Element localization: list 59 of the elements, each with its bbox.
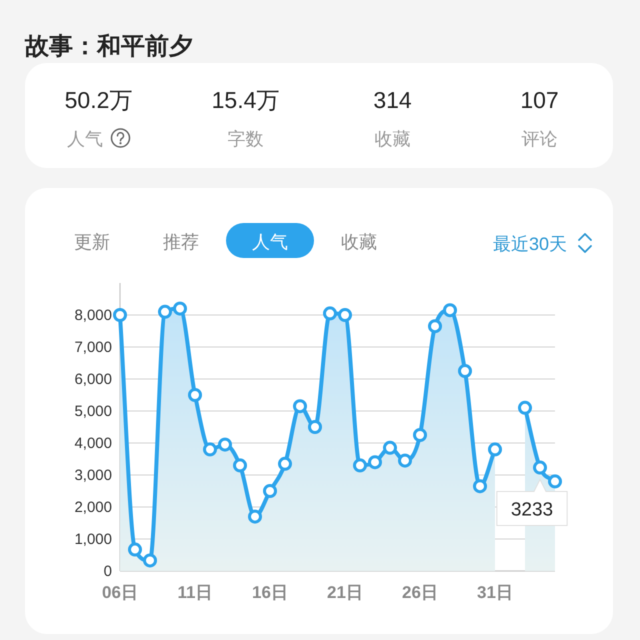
- y-tick-label: 7,000: [74, 339, 112, 356]
- point: [473, 479, 487, 494]
- point: [443, 303, 457, 318]
- x-tick-label: 26日: [402, 583, 438, 602]
- x-tick-label: 11日: [178, 583, 212, 602]
- point: [233, 458, 247, 472]
- point: [428, 319, 442, 334]
- point: [128, 542, 142, 557]
- text: 评论: [522, 129, 558, 149]
- y-tick-label: 2,000: [74, 499, 112, 516]
- text: 收藏: [374, 129, 410, 149]
- point: [353, 458, 367, 472]
- point: [293, 399, 307, 414]
- point: [308, 420, 322, 434]
- chart-title: 人气: [252, 232, 288, 252]
- y-tick-label: 0: [104, 563, 112, 580]
- point: [143, 553, 157, 568]
- point: [338, 308, 352, 322]
- text: 15.4万: [212, 87, 280, 113]
- point: [398, 454, 412, 468]
- point: [368, 455, 382, 470]
- y-tick-label: 4,000: [74, 435, 112, 452]
- data-label: 3233: [510, 500, 554, 521]
- text: 推荐: [163, 232, 199, 252]
- point: [323, 306, 337, 320]
- text: 50.2万: [64, 87, 132, 113]
- text: 314: [373, 87, 412, 113]
- point: [413, 428, 427, 442]
- text: 人气: [67, 129, 103, 149]
- y-tick-label: 5,000: [74, 403, 112, 420]
- text: 107: [520, 87, 559, 113]
- point: [158, 304, 172, 319]
- point: [458, 364, 472, 378]
- point: [248, 510, 262, 524]
- y-tick-label: 8,000: [74, 307, 112, 324]
- y-tick-label: 1,000: [74, 531, 112, 548]
- x-tick-label: 06日: [102, 583, 138, 602]
- point: [548, 474, 562, 488]
- text: 字数: [228, 129, 264, 149]
- point: [518, 400, 532, 415]
- point: [113, 308, 127, 322]
- x-tick-label: 21日: [327, 583, 363, 602]
- point: [488, 442, 502, 456]
- text: 收藏: [341, 232, 377, 252]
- point: [263, 484, 277, 498]
- point: [533, 460, 547, 475]
- point: [173, 302, 187, 316]
- y-tick-label: 6,000: [74, 371, 112, 388]
- point: [188, 388, 202, 402]
- point: [383, 440, 397, 455]
- text: 故事：和平前夕: [24, 33, 193, 60]
- text: 更新: [74, 232, 110, 252]
- point: [278, 456, 292, 471]
- x-tick-label: 16日: [252, 583, 288, 602]
- point: [203, 442, 217, 456]
- point: [218, 438, 232, 452]
- y-tick-label: 3,000: [74, 467, 112, 484]
- x-tick-label: 31日: [477, 583, 513, 602]
- chart-subtitle: 最近30天: [492, 234, 567, 254]
